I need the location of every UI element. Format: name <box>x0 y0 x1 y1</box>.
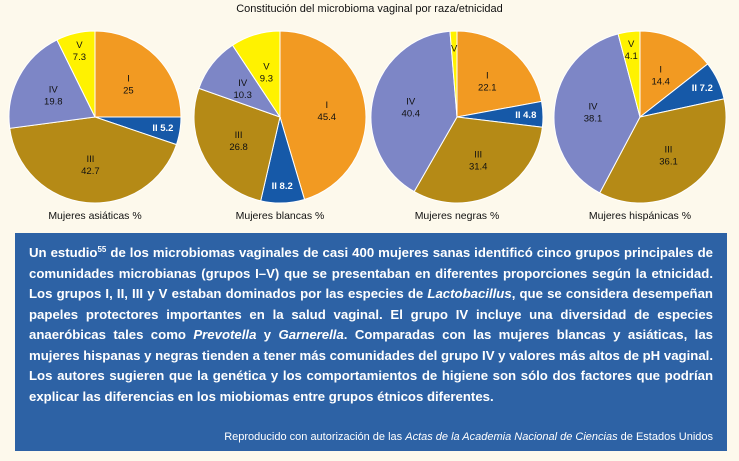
sentence-3: . Comparadas con las mujeres blancas y a… <box>29 327 713 404</box>
pie-slice-v <box>449 30 458 118</box>
pie-category-i: I <box>659 65 662 76</box>
pie-category-iii: III <box>665 145 673 156</box>
pie-value-i: 45.4 <box>318 112 337 123</box>
pie-slice-iii <box>9 116 178 204</box>
pie-value-i: 14.4 <box>651 77 670 88</box>
pie-category-iv: IV <box>406 97 416 108</box>
genus-garnerella: Garnerella <box>278 327 344 342</box>
genus-lactobacillus: Lactobacillus <box>427 286 512 301</box>
pie-caption: Mujeres blancas % <box>236 210 325 222</box>
sentence-2: , que se considera desempeñan papeles pr… <box>29 286 713 342</box>
pie-slice-iii <box>193 87 281 202</box>
pie-category-iv: IV <box>589 102 599 113</box>
pie-value-i: 25 <box>123 86 134 97</box>
pie-value-iv: 19.8 <box>44 97 63 108</box>
pie-category-v: V <box>628 39 635 50</box>
pie-label-ii: II 4.8 <box>515 110 536 121</box>
pie-category-iv: IV <box>238 78 248 89</box>
pie-caption: Mujeres negras % <box>415 210 500 222</box>
genus-prevotella: Prevotella <box>193 327 257 342</box>
pie-caption: Mujeres hispánicas % <box>589 210 691 222</box>
pie-category-v: V <box>263 62 270 73</box>
credit-journal: Actas de la Academia Nacional de Ciencia… <box>405 431 618 443</box>
pie-category-iii: III <box>235 130 243 141</box>
pie-category-iv: IV <box>49 85 59 96</box>
description-paragraph: Un estudio55 de los microbiomas vaginale… <box>29 243 713 407</box>
conjunction: y <box>256 327 279 342</box>
credit-line: Reproducido con autorización de las Acta… <box>224 431 713 443</box>
pie-category-v: V <box>451 43 458 54</box>
reference-number: 55 <box>97 245 107 254</box>
pie-slice-v <box>617 30 641 118</box>
pie-slice-iii <box>599 98 727 204</box>
pie-slice-i <box>94 30 182 118</box>
pie-value-iii: 42.7 <box>81 166 100 177</box>
pie-value-iii: 26.8 <box>229 142 248 153</box>
pie-caption: Mujeres asiáticas % <box>48 210 141 222</box>
pie-category-iii: III <box>86 154 94 165</box>
description-box: Un estudio55 de los microbiomas vaginale… <box>15 233 727 451</box>
pie-slice-iv <box>370 30 458 193</box>
pie-value-iv: 40.4 <box>402 109 421 120</box>
pie-charts-area: I 25 II 5.2 III 42.7 IV 19.8 V 7.3 Mujeres asiáti… <box>8 30 727 222</box>
pie-value-v: 7.3 <box>73 52 86 63</box>
pie-slice-v <box>56 30 96 118</box>
pie-value-v: 9.3 <box>260 74 273 85</box>
pie-category-i: I <box>486 71 489 82</box>
chart-title: Constitución del microbioma vaginal por … <box>236 3 503 15</box>
pie-category-i: I <box>127 74 130 85</box>
pie-category-v: V <box>76 40 83 51</box>
pie-slice-i <box>279 30 367 201</box>
pie-value-i: 22.1 <box>478 83 497 94</box>
pie-value-iii: 36.1 <box>659 157 678 168</box>
pie-value-iv: 38.1 <box>584 114 603 125</box>
pie-slice-v <box>231 30 281 119</box>
pie-label-ii: II 5.2 <box>152 123 173 134</box>
sentence-1a: Un estudio <box>29 245 98 260</box>
pie-label-ii: II 7.2 <box>692 83 713 94</box>
pie-slice-iv <box>8 39 96 129</box>
pie-label-ii: II 8.2 <box>272 181 293 192</box>
pie-value-iii: 31.4 <box>469 161 488 172</box>
credit-prefix: Reproducido con autorización de las <box>224 431 406 443</box>
pie-value-iv: 10.3 <box>233 90 252 101</box>
pie-category-iii: III <box>474 149 482 160</box>
pie-slice-i <box>639 30 709 119</box>
sentence-1b: de los microbiomas vaginales de casi 400… <box>29 245 713 301</box>
credit-suffix: de Estados Unidos <box>617 431 713 443</box>
pie-slice-iii <box>413 116 543 204</box>
pie-slice-i <box>456 30 543 118</box>
pie-slice-iv <box>553 33 641 194</box>
pie-value-v: 4.1 <box>625 51 638 62</box>
pie-category-i: I <box>325 100 328 111</box>
